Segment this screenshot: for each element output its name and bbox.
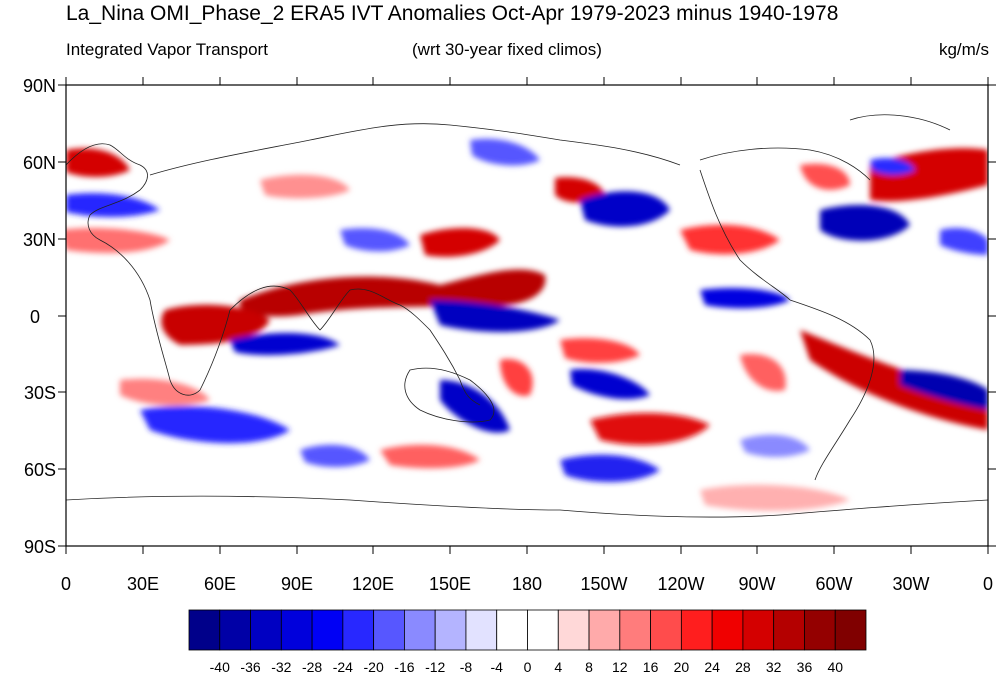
colorbar-box [404,609,436,651]
colorbar-box [280,609,313,651]
lon-label: 180 [512,574,542,594]
colorbar-label: -8 [460,659,473,675]
colorbar-label: 32 [766,659,782,675]
colorbar-label: 4 [554,659,562,675]
colorbar-box [342,609,375,651]
lon-label: 60W [815,574,852,594]
colorbar-label: -28 [302,659,322,675]
colorbar-labels: -40 -36 -32 -28 -24 -20 -16 -12 -8 -4 0 4 8 12 16 20 24 2… [210,659,844,675]
lon-label: 150E [429,574,471,594]
anomaly-blobs [66,138,988,511]
colorbar-label: -20 [364,659,384,675]
lon-label: 120E [352,574,394,594]
colorbar-label: -32 [271,659,291,675]
colorbar-label: -16 [394,659,414,675]
latitude-axis: 90N 60N 30N 0 30S 60S 90S [23,76,996,557]
colorbar-box [496,609,528,651]
colorbar-box [619,609,651,651]
longitude-axis: 0 30E 60E 90E 120E 150E 180 150W 120W 90… [61,77,993,594]
lat-label: 60S [24,460,56,480]
colorbar-box [557,609,590,651]
figure-title: La_Nina OMI_Phase_2 ERA5 IVT Anomalies O… [66,2,839,25]
colorbar-label: 12 [612,659,628,675]
anomaly-field [66,85,988,546]
colorbar-box [465,609,498,651]
colorbar-label: 40 [827,659,843,675]
colorbar-label: 24 [704,659,720,675]
lon-label: 90W [738,574,775,594]
colorbar-box [588,609,621,651]
colorbar-label: 0 [524,659,532,675]
lon-label: 120W [657,574,704,594]
colorbar-label: -40 [210,659,230,675]
lat-label: 60N [23,153,56,173]
lon-label: 0 [61,574,71,594]
colorbar-label: -36 [240,659,260,675]
colorbar-box [219,609,251,651]
variable-label: Integrated Vapor Transport [66,40,268,59]
coastlines [66,114,988,518]
units-label: kg/m/s [938,40,989,59]
lon-label: 30W [892,574,929,594]
colorbar-box [834,609,867,651]
colorbar-label: 36 [797,659,813,675]
lat-label: 30S [24,383,56,403]
colorbar-label: 20 [674,659,690,675]
colorbar-box [311,609,344,651]
lat-label: 90S [24,537,56,557]
colorbar-box [188,609,221,651]
colorbar-label: 16 [643,659,659,675]
colorbar-box [773,609,805,651]
lon-label: 0 [983,574,993,594]
colorbar-box [804,609,836,651]
lon-label: 150W [580,574,627,594]
colorbar-box [650,609,682,651]
colorbar-box [373,609,405,651]
colorbar-label: 8 [585,659,593,675]
lon-label: 90E [281,574,313,594]
colorbar-label: -12 [425,659,445,675]
colorbar-box [742,609,775,651]
climo-note: (wrt 30-year fixed climos) [412,40,602,59]
colorbar-box [527,609,559,651]
colorbar-label: 28 [735,659,751,675]
colorbar-box [711,609,744,651]
colorbar-label: -24 [333,659,353,675]
lat-label: 90N [23,76,56,96]
lat-label: 0 [30,307,40,327]
colorbar-box [434,609,467,651]
colorbar: -40 -36 -32 -28 -24 -20 -16 -12 -8 -4 0 4 8 12 16 20 24 2… [188,609,867,675]
lat-label: 30N [23,230,56,250]
lon-label: 60E [204,574,236,594]
lon-label: 30E [127,574,159,594]
colorbar-box [680,609,713,651]
colorbar-box [250,609,282,651]
colorbar-label: -4 [491,659,504,675]
colorbar-boxes [188,609,867,651]
